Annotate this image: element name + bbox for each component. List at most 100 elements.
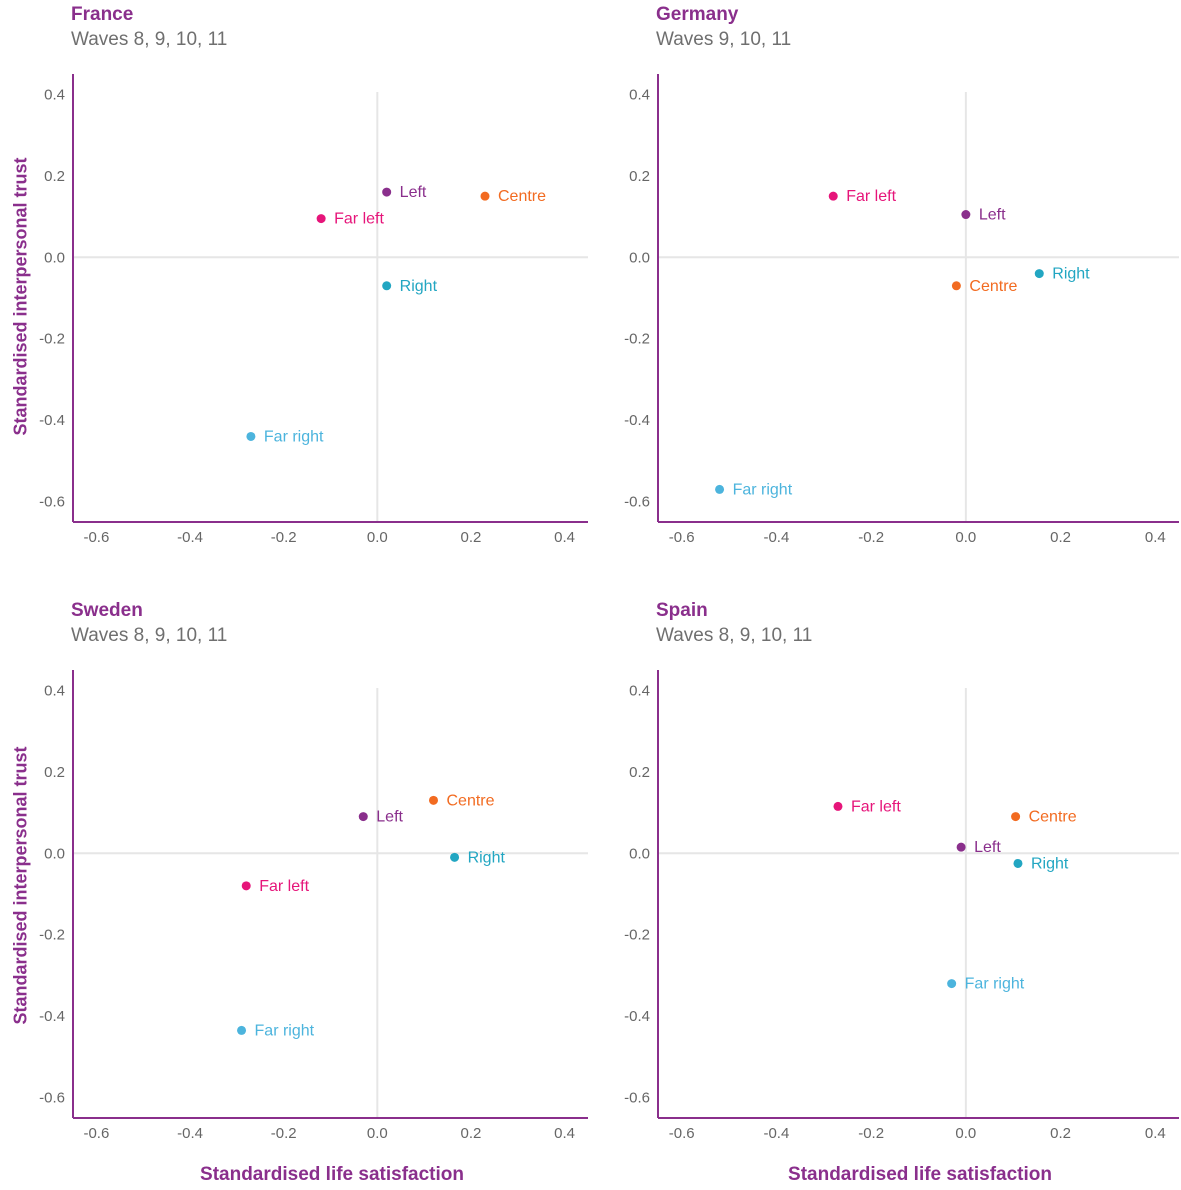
point-left <box>956 842 966 852</box>
y-tick-label: -0.6 <box>39 494 65 511</box>
point-label-centre: Centre <box>447 792 495 809</box>
point-far-left <box>316 214 326 224</box>
chart-title: France <box>71 4 134 25</box>
y-tick-label: 0.2 <box>44 764 65 781</box>
chart-title: Sweden <box>71 600 143 621</box>
x-tick-label: -0.4 <box>177 529 203 546</box>
point-right <box>1013 858 1023 868</box>
panel-france: France Waves 8, 9, 10, 11 0.4 0.2 0.0 -0.2 -… <box>0 0 590 594</box>
y-tick-label: 0.4 <box>629 86 650 103</box>
y-axis-label: Standardised interpersonal trust <box>10 746 31 1025</box>
x-tick-label: 0.0 <box>367 1125 388 1142</box>
point-right <box>382 281 392 291</box>
scatter-plot: 0.4 0.2 0.0 -0.2 -0.4 -0.6 -0.6 -0.4 -0.2 0.0 0.2 0… <box>624 74 1179 546</box>
y-tick-label: 0.2 <box>629 764 650 781</box>
point-label-far-left: Far left <box>334 211 384 228</box>
point-far-right <box>715 484 725 494</box>
point-label-left: Left <box>979 207 1006 224</box>
point-label-far-right: Far right <box>255 1022 315 1039</box>
point-label-right: Right <box>400 278 438 295</box>
y-tick-label: 0.0 <box>44 845 65 862</box>
scatter-plot: 0.4 0.2 0.0 -0.2 -0.4 -0.6 -0.6 -0.4 -0.2 0.0 0.2 0… <box>39 670 588 1142</box>
x-tick-label: -0.4 <box>763 529 789 546</box>
point-label-far-left: Far left <box>259 878 309 895</box>
x-tick-label: 0.2 <box>461 529 482 546</box>
y-tick-label: -0.4 <box>39 1008 65 1025</box>
panel-spain: Spain Waves 8, 9, 10, 11 0.4 0.2 0.0 -0.2 -0… <box>585 596 1179 1190</box>
x-tick-label: -0.4 <box>763 1125 789 1142</box>
y-tick-label: 0.0 <box>629 845 650 862</box>
point-label-centre: Centre <box>969 278 1017 295</box>
point-label-far-left: Far left <box>851 798 901 815</box>
x-tick-label: -0.4 <box>177 1125 203 1142</box>
point-label-far-right: Far right <box>264 428 324 445</box>
y-tick-label: 0.4 <box>44 86 65 103</box>
x-tick-label: 0.2 <box>1050 1125 1071 1142</box>
x-tick-label: 0.2 <box>1050 529 1071 546</box>
y-tick-label: -0.2 <box>39 331 65 348</box>
point-far-left <box>828 191 838 201</box>
x-tick-label: -0.2 <box>271 529 297 546</box>
y-tick-label: -0.6 <box>624 1090 650 1107</box>
point-far-left <box>241 881 251 891</box>
point-label-right: Right <box>1052 266 1090 283</box>
y-tick-label: -0.4 <box>39 412 65 429</box>
point-label-right: Right <box>468 849 506 866</box>
point-label-centre: Centre <box>1029 809 1077 826</box>
chart-subtitle: Waves 9, 10, 11 <box>656 29 792 50</box>
point-label-left: Left <box>400 184 427 201</box>
point-label-far-left: Far left <box>846 188 896 205</box>
point-label-far-right: Far right <box>733 481 793 498</box>
point-far-right <box>947 979 957 989</box>
y-tick-label: -0.4 <box>624 412 650 429</box>
point-label-centre: Centre <box>498 188 546 205</box>
point-far-left <box>833 801 843 811</box>
point-centre <box>429 795 438 805</box>
chart-title: Spain <box>656 600 708 621</box>
y-tick-label: -0.2 <box>624 927 650 944</box>
x-tick-label: -0.6 <box>669 1125 695 1142</box>
point-centre <box>951 281 961 291</box>
point-label-far-right: Far right <box>965 976 1025 993</box>
x-tick-label: 0.4 <box>1145 529 1166 546</box>
point-right <box>450 852 460 862</box>
y-tick-label: -0.2 <box>624 331 650 348</box>
point-centre <box>480 191 490 201</box>
chart-title: Germany <box>656 4 739 25</box>
chart-subtitle: Waves 8, 9, 10, 11 <box>71 29 228 50</box>
x-tick-label: -0.2 <box>271 1125 297 1142</box>
x-tick-label: 0.4 <box>554 1125 575 1142</box>
x-tick-label: -0.6 <box>83 529 109 546</box>
x-tick-label: 0.0 <box>955 1125 976 1142</box>
y-tick-label: 0.4 <box>44 682 65 699</box>
scatter-plot: 0.4 0.2 0.0 -0.2 -0.4 -0.6 -0.6 -0.4 -0.2 0.0 0.2 0… <box>39 74 588 546</box>
x-tick-label: -0.2 <box>858 529 884 546</box>
y-tick-label: 0.2 <box>44 168 65 185</box>
x-tick-label: 0.2 <box>461 1125 482 1142</box>
x-tick-label: -0.2 <box>858 1125 884 1142</box>
panel-sweden: Sweden Waves 8, 9, 10, 11 0.4 0.2 0.0 -0.2 -… <box>0 596 590 1190</box>
point-left <box>961 210 971 220</box>
point-far-right <box>246 431 256 441</box>
chart-subtitle: Waves 8, 9, 10, 11 <box>656 625 813 646</box>
x-tick-label: 0.4 <box>554 529 575 546</box>
point-label-right: Right <box>1031 855 1069 872</box>
point-label-left: Left <box>376 809 403 826</box>
y-tick-label: -0.6 <box>39 1090 65 1107</box>
y-tick-label: 0.2 <box>629 168 650 185</box>
chart-subtitle: Waves 8, 9, 10, 11 <box>71 625 228 646</box>
x-tick-label: 0.4 <box>1145 1125 1166 1142</box>
y-tick-label: -0.6 <box>624 494 650 511</box>
x-tick-label: 0.0 <box>367 529 388 546</box>
x-axis-label: Standardised life satisfaction <box>200 1164 464 1185</box>
point-right <box>1034 269 1044 279</box>
y-tick-label: -0.4 <box>624 1008 650 1025</box>
y-tick-label: 0.0 <box>629 249 650 266</box>
x-tick-label: 0.0 <box>955 529 976 546</box>
x-axis-label: Standardised life satisfaction <box>788 1164 1052 1185</box>
point-far-right <box>237 1025 247 1035</box>
x-tick-label: -0.6 <box>669 529 695 546</box>
y-tick-label: -0.2 <box>39 927 65 944</box>
y-tick-label: 0.4 <box>629 682 650 699</box>
panel-germany: Germany Waves 9, 10, 11 0.4 0.2 0.0 -0.2 -0.… <box>585 0 1179 594</box>
